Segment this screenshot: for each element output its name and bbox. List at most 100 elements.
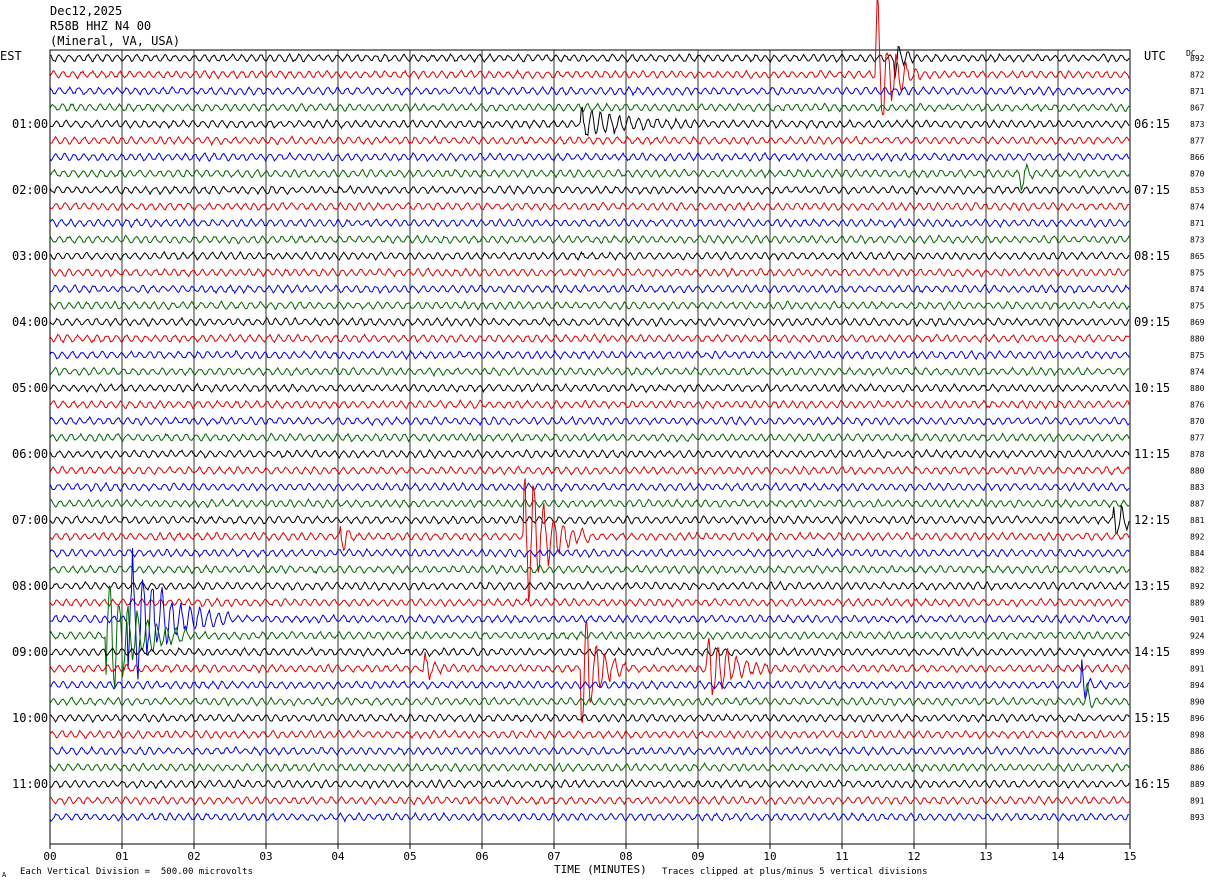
est-hour-label: 05:00 — [12, 381, 48, 395]
trace-line — [49, 234, 1130, 245]
utc-hour-label: 14:15 — [1134, 645, 1170, 659]
est-hour-label: 02:00 — [12, 183, 48, 197]
dc-offset-label: 875 — [1190, 269, 1205, 278]
utc-hour-label: 12:15 — [1134, 513, 1170, 527]
scale-note: Each Vertical Division = 500.00 microvol… — [20, 867, 253, 877]
trace-line — [49, 267, 1130, 278]
dc-offset-label: 865 — [1190, 252, 1205, 261]
utc-hour-label: 07:15 — [1134, 183, 1170, 197]
dc-offset-label: 891 — [1190, 665, 1205, 674]
x-axis-title: TIME (MINUTES) — [554, 863, 647, 876]
dc-offset-label: 876 — [1190, 401, 1205, 410]
dc-offset-label: 882 — [1190, 566, 1205, 575]
trace-line — [49, 333, 1130, 344]
dc-offset-label: 870 — [1190, 417, 1205, 426]
utc-hour-label: 09:15 — [1134, 315, 1170, 329]
trace-line — [49, 415, 1130, 427]
trace-line — [49, 547, 1130, 559]
est-hour-label: 03:00 — [12, 249, 48, 263]
dc-offset-label: 875 — [1190, 351, 1205, 360]
trace-line — [49, 478, 1130, 602]
dc-offset-label: 890 — [1190, 698, 1205, 707]
dc-offset-label: 877 — [1190, 434, 1205, 443]
trace-line — [49, 505, 1130, 535]
trace-line — [49, 135, 1130, 147]
dc-offset-label: 873 — [1190, 236, 1205, 245]
dc-offset-label: 889 — [1190, 599, 1205, 608]
dc-offset-label: 886 — [1190, 764, 1205, 773]
trace-line — [49, 585, 1130, 689]
trace-line — [49, 162, 1130, 191]
dc-offset-label: 892 — [1190, 582, 1205, 591]
dc-offset-label: 880 — [1190, 335, 1205, 344]
trace-line — [49, 448, 1130, 460]
dc-offset-label: 893 — [1190, 813, 1205, 822]
utc-hour-label: 13:15 — [1134, 579, 1170, 593]
header-date: Dec12,2025 — [50, 4, 123, 18]
trace-line — [49, 795, 1130, 806]
est-hour-label: 11:00 — [12, 777, 48, 791]
x-tick-label: 02 — [187, 850, 200, 863]
trace-line — [49, 151, 1130, 163]
utc-hour-label: 06:15 — [1134, 117, 1170, 131]
est-hour-label: 08:00 — [12, 579, 48, 593]
dc-offset-label: 880 — [1190, 467, 1205, 476]
minute-grid — [49, 49, 1131, 849]
trace-line — [49, 597, 1130, 608]
est-hour-label: 10:00 — [12, 711, 48, 725]
utc-hour-label: 11:15 — [1134, 447, 1170, 461]
dc-offset-label: 889 — [1190, 780, 1205, 789]
x-tick-label: 12 — [907, 850, 920, 863]
trace-line — [49, 184, 1130, 196]
corner-mark: A — [2, 871, 7, 879]
dc-offset-label: 891 — [1190, 797, 1205, 806]
trace-line — [50, 712, 1130, 724]
trace-line — [49, 564, 1130, 575]
x-tick-label: 11 — [835, 850, 848, 863]
dc-offset-label: 878 — [1190, 450, 1205, 459]
dc-offset-label: 896 — [1190, 714, 1205, 723]
trace-line — [50, 45, 1130, 79]
trace-line — [49, 102, 1130, 113]
trace-line — [49, 811, 1130, 823]
utc-hour-label: 15:15 — [1134, 711, 1170, 725]
trace-line — [49, 621, 1130, 723]
trace-line — [49, 762, 1130, 773]
trace-line — [49, 399, 1130, 410]
dc-offset-label: 899 — [1190, 648, 1205, 657]
dc-offset-label: 901 — [1190, 615, 1205, 624]
dc-offset-labels: 892 872 871 867 873 877 866 870 853 874 871 873 865 8… — [1190, 54, 1205, 822]
dc-offset-label: 894 — [1190, 681, 1205, 690]
trace-line — [49, 283, 1130, 295]
x-tick-label: 09 — [691, 850, 704, 863]
trace-line — [49, 201, 1130, 212]
trace-line — [49, 316, 1130, 328]
header-station: R58B HHZ N4 00 — [50, 19, 152, 33]
est-hour-label: 01:00 — [12, 117, 48, 131]
trace-line — [49, 646, 1130, 658]
est-hour-label: 04:00 — [12, 315, 48, 329]
x-tick-label: 15 — [1123, 850, 1136, 863]
x-tick-label: 07 — [547, 850, 560, 863]
x-tick-label: 00 — [43, 850, 56, 863]
x-tick-labels: 00 01 02 03 04 05 06 07 08 09 10 11 12 13 14 15 — [43, 850, 1136, 863]
trace-line — [49, 300, 1130, 311]
dc-offset-label: 892 — [1190, 54, 1205, 63]
dc-offset-label: 875 — [1190, 302, 1205, 311]
x-tick-label: 01 — [115, 850, 128, 863]
dc-offset-label: 867 — [1190, 104, 1205, 113]
dc-offset-label: 853 — [1190, 186, 1205, 195]
x-tick-label: 08 — [619, 850, 632, 863]
x-tick-label: 10 — [763, 850, 776, 863]
header-location: (Mineral, VA, USA) — [50, 34, 181, 48]
trace-line — [49, 659, 1130, 700]
dc-offset-label: 887 — [1190, 500, 1205, 509]
x-tick-label: 13 — [979, 850, 992, 863]
utc-axis-label: UTC — [1144, 49, 1166, 63]
trace-line — [49, 580, 1130, 592]
dc-offset-label: 874 — [1190, 368, 1205, 377]
trace-line — [49, 745, 1130, 757]
est-hour-label: 09:00 — [12, 645, 48, 659]
trace-line — [49, 85, 1130, 97]
trace-line — [49, 0, 1130, 116]
